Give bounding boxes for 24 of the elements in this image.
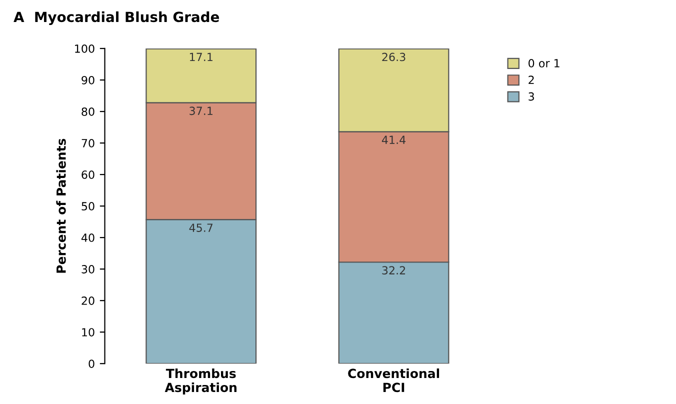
y-tick-label: 0 xyxy=(88,360,94,368)
y-tick-label: 50 xyxy=(82,202,94,210)
data-label: 32.2 xyxy=(382,266,406,275)
legend-label: 0 or 1 xyxy=(528,59,560,68)
legend-label: 2 xyxy=(528,76,534,84)
y-tick-label: 10 xyxy=(82,328,94,336)
y-tick-label: 60 xyxy=(82,170,94,179)
y-tick-label: 100 xyxy=(75,44,94,53)
data-label: 17.1 xyxy=(190,52,212,62)
y-tick-label: 80 xyxy=(82,107,94,116)
y-tick-label: 90 xyxy=(82,76,94,84)
data-label: 37.1 xyxy=(190,106,212,116)
x-tick-label: Thrombus Aspiration xyxy=(164,368,236,395)
y-tick-label: 70 xyxy=(82,138,94,148)
x-tick-label: Conventional PCI xyxy=(348,368,440,392)
y-tick-label: 30 xyxy=(82,265,94,274)
y-axis-title: Percent of Patients xyxy=(56,138,66,273)
data-label: 41.4 xyxy=(382,136,406,144)
chart-title: A Myocardial Blush Grade xyxy=(14,11,220,25)
legend-label: 3 xyxy=(528,92,534,101)
data-label: 26.3 xyxy=(382,52,406,62)
data-label: 45.7 xyxy=(189,224,213,232)
y-tick-label: 20 xyxy=(82,296,94,305)
y-tick-label: 40 xyxy=(81,234,94,242)
